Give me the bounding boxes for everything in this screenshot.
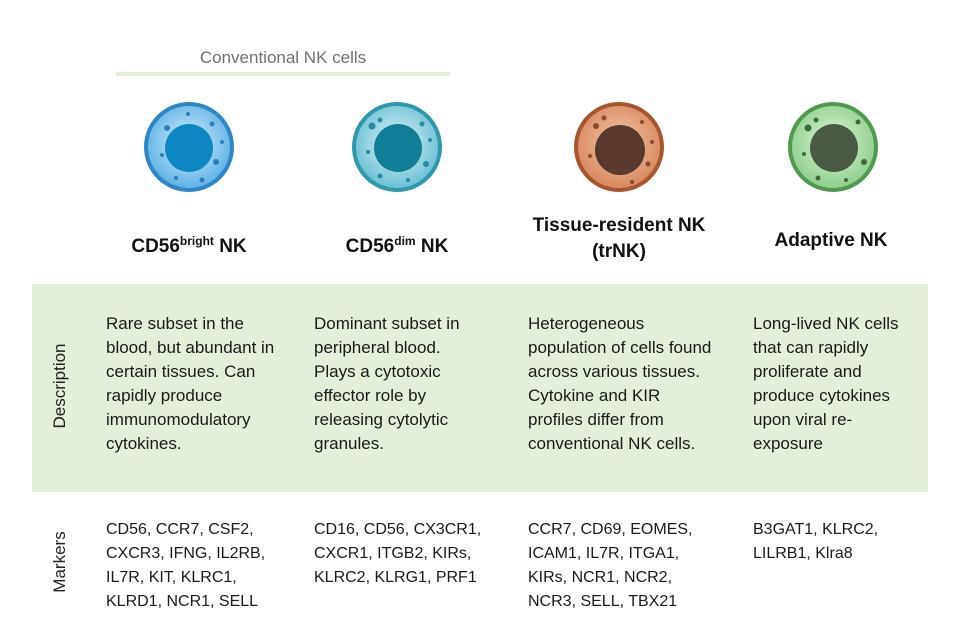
markers-row-label: Markers bbox=[50, 531, 69, 593]
cd56-bright-title: CD56bright NK bbox=[131, 234, 247, 257]
conventional-nk-group-bar bbox=[116, 72, 450, 76]
adaptive-nk-cell-icon bbox=[786, 100, 880, 194]
cd56-bright-markers: CD56, CCR7, CSF2, CXCR3, IFNG, IL2RB, IL… bbox=[106, 521, 266, 610]
cd56-dim-cell-icon bbox=[350, 100, 444, 194]
trnk-title: Tissue-resident NK (trNK) bbox=[532, 215, 706, 262]
description-band bbox=[32, 284, 928, 492]
cd56-bright-cell-icon bbox=[142, 100, 236, 194]
cd56-dim-description: Dominant subset in peripheral blood. Pla… bbox=[314, 314, 460, 453]
trnk-cell-icon bbox=[572, 100, 666, 194]
adaptive-nk-description: Long-lived NK cells that can rapidly pro… bbox=[753, 314, 899, 453]
cd56-bright-description: Rare subset in the blood, but abundant i… bbox=[106, 314, 275, 453]
trnk-description: Heterogeneous population of cells found … bbox=[528, 314, 712, 453]
cd56-dim-title: CD56dim NK bbox=[345, 234, 449, 257]
cd56-dim-markers: CD16, CD56, CX3CR1, CXCR1, ITGB2, KIRs, … bbox=[314, 521, 482, 586]
description-row-label: Description bbox=[50, 343, 69, 429]
conventional-nk-group-label: Conventional NK cells bbox=[199, 48, 367, 67]
adaptive-nk-markers: B3GAT1, KLRC2, LILRB1, Klra8 bbox=[753, 521, 879, 562]
trnk-markers: CCR7, CD69, EOMES, ICAM1, IL7R, ITGA1, K… bbox=[528, 521, 693, 610]
adaptive-nk-title: Adaptive NK bbox=[774, 230, 888, 251]
